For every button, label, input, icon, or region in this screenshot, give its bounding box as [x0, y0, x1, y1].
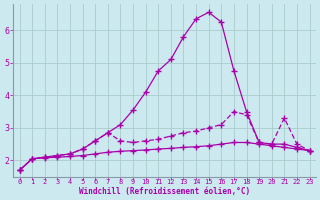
X-axis label: Windchill (Refroidissement éolien,°C): Windchill (Refroidissement éolien,°C): [79, 187, 250, 196]
